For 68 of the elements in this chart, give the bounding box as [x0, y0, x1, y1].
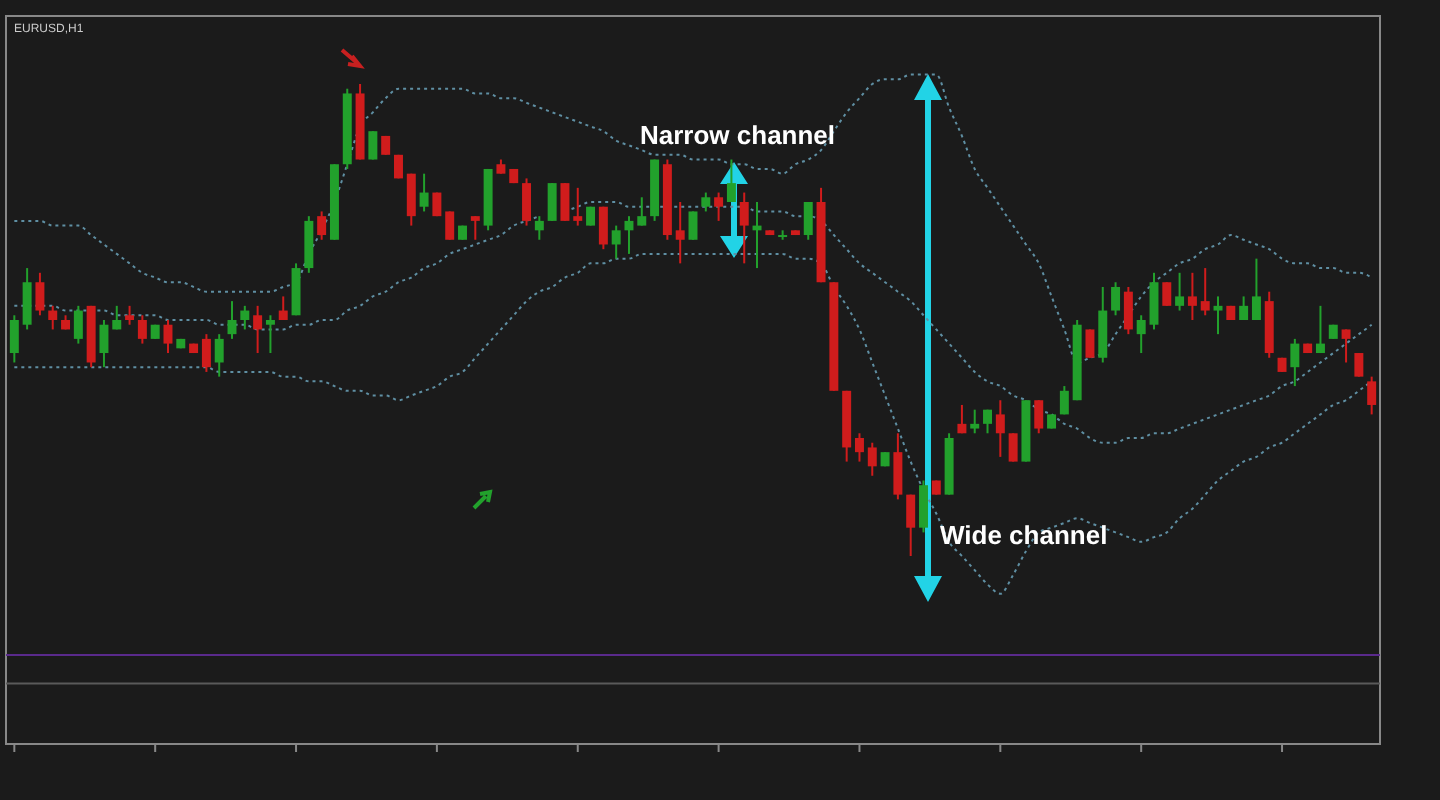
candlestick [1111, 281, 1121, 317]
candlestick [125, 304, 135, 326]
candlestick [611, 224, 621, 260]
candlestick [73, 304, 83, 345]
candlestick [1187, 271, 1197, 321]
candlestick [1251, 257, 1261, 321]
candlestick [739, 191, 749, 265]
candlestick [1341, 328, 1351, 364]
candlestick [253, 304, 263, 355]
candlestick [854, 432, 864, 463]
candlestick [137, 314, 147, 345]
candlestick [9, 314, 19, 364]
candlestick [701, 191, 711, 213]
candlestick [598, 205, 608, 251]
candlestick [291, 262, 301, 317]
candlestick [1008, 432, 1018, 463]
candlestick [995, 399, 1005, 458]
candlestick [22, 267, 32, 331]
candlestick [957, 403, 967, 435]
candlestick [1354, 352, 1364, 378]
candlestick [1290, 337, 1300, 388]
candlestick [893, 432, 903, 501]
candlestick [406, 172, 416, 227]
candlestick [906, 493, 916, 557]
candlestick [547, 182, 557, 222]
candlestick [265, 314, 275, 355]
candlestick [675, 201, 685, 265]
candlestick [624, 215, 634, 255]
candlestick [1123, 285, 1133, 336]
candlestick [560, 182, 570, 222]
candlestick [1315, 304, 1325, 355]
candlestick [688, 210, 698, 241]
candlestick [867, 441, 877, 477]
candlestick [534, 215, 544, 241]
annotation: Wide channel [940, 520, 1108, 550]
candlestick [919, 479, 928, 534]
candlestick [803, 201, 813, 241]
candlestick [163, 319, 173, 355]
candlestick [1162, 281, 1172, 307]
candlestick [99, 319, 109, 369]
candlestick [214, 333, 224, 378]
candlestick [1098, 285, 1108, 364]
candlestick [317, 210, 327, 241]
candlestick [573, 186, 583, 227]
candlestick [368, 130, 378, 161]
candlestick [970, 408, 980, 435]
candlestick [1085, 328, 1095, 359]
candlestick [240, 304, 250, 331]
candlestick [35, 271, 45, 317]
candlestick [1175, 271, 1185, 312]
candlestick [470, 215, 480, 241]
candlestick [1136, 314, 1146, 355]
candlestick [1059, 385, 1069, 416]
candlestick [1034, 399, 1044, 435]
candlestick [1200, 267, 1210, 317]
candlestick [726, 158, 736, 203]
candlestick [637, 196, 647, 227]
candlestick [48, 304, 58, 331]
candlestick [1149, 271, 1159, 331]
candlestick [445, 210, 455, 241]
annotation: Narrow channel [640, 120, 836, 150]
candlestick [1213, 295, 1223, 336]
candlestick [714, 191, 724, 222]
candlestick [522, 177, 532, 227]
candlestick [419, 172, 429, 213]
candlestick [201, 333, 211, 373]
candlestick [304, 215, 314, 274]
candlestick [1367, 375, 1377, 416]
